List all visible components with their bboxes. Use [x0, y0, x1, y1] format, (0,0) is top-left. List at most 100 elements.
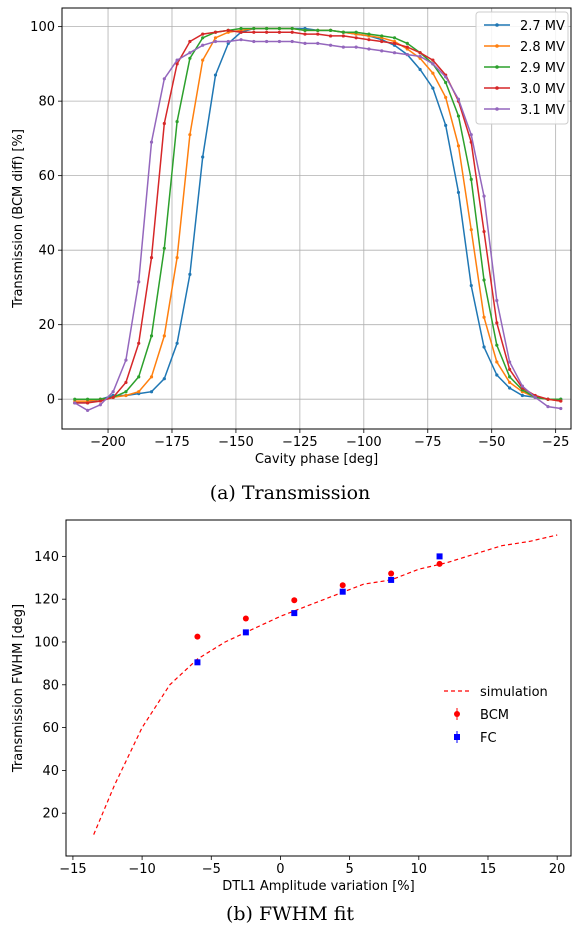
- fc-point: [339, 588, 346, 595]
- x-tick-label: −50: [478, 435, 505, 450]
- data-point: [418, 54, 422, 59]
- y-tick-label: 0: [47, 393, 55, 408]
- data-point: [508, 375, 512, 379]
- legend-marker: [495, 107, 499, 111]
- data-point: [290, 39, 294, 44]
- data-point: [482, 315, 486, 319]
- data-point: [328, 43, 333, 47]
- y-tick-label: 40: [38, 244, 55, 259]
- legend-label: FC: [480, 731, 497, 746]
- data-point: [162, 377, 166, 381]
- data-point: [111, 390, 115, 394]
- data-point: [149, 140, 154, 144]
- data-point: [98, 403, 102, 407]
- data-point: [213, 73, 218, 77]
- x-tick-label: 0: [276, 862, 284, 877]
- data-point: [277, 39, 282, 44]
- data-point: [162, 77, 166, 81]
- data-point: [149, 375, 154, 379]
- data-point: [175, 62, 179, 66]
- data-point: [469, 228, 473, 232]
- data-point: [85, 397, 90, 401]
- data-point: [559, 406, 563, 411]
- caption-a: (a) Transmission: [209, 482, 371, 504]
- x-tick-label: −15: [59, 862, 86, 877]
- bcm-point: [339, 582, 346, 589]
- data-point: [303, 41, 307, 45]
- legend-marker: [495, 23, 499, 27]
- data-point: [341, 45, 345, 49]
- data-point: [213, 39, 218, 44]
- legend-label: simulation: [480, 685, 548, 700]
- legend-frame: [475, 11, 569, 125]
- legend-marker: [495, 86, 499, 90]
- fwhm-chart: −15 −10 −5 0 5 10 15 20 20 40 60 80 100 120 140 DTL1 Am…: [11, 519, 572, 894]
- data-point: [482, 194, 486, 198]
- data-point: [444, 80, 448, 85]
- data-point: [469, 133, 473, 137]
- data-point: [316, 32, 320, 36]
- data-point: [175, 341, 179, 345]
- legend-entry: 3.0 MV: [484, 82, 565, 97]
- data-point: [405, 52, 409, 57]
- data-point: [354, 36, 358, 40]
- data-point: [328, 28, 333, 32]
- data-point: [405, 41, 409, 45]
- data-point: [239, 30, 243, 34]
- data-point: [175, 120, 179, 124]
- transmission-chart: −200 −175 −150 −125 −100 −75 −50 −25 0 20 40 60 80 10…: [11, 7, 572, 467]
- data-point: [520, 384, 525, 388]
- data-point: [431, 71, 435, 75]
- data-point: [85, 408, 90, 412]
- legend-marker: [495, 65, 499, 69]
- data-point: [239, 26, 243, 31]
- legend-entry: 3.1 MV: [484, 103, 565, 118]
- data-point: [277, 26, 282, 31]
- legend-entry: 2.9 MV: [484, 61, 565, 76]
- y-tick-label: 100: [30, 20, 55, 35]
- data-point: [124, 393, 128, 398]
- x-tick-label: −125: [282, 435, 318, 450]
- data-point: [418, 51, 422, 55]
- x-tick-label: −200: [90, 435, 126, 450]
- data-point: [316, 41, 320, 45]
- data-point: [162, 334, 166, 338]
- data-point: [392, 51, 397, 55]
- data-point: [341, 30, 345, 34]
- data-point: [546, 405, 550, 409]
- data-point: [265, 30, 269, 34]
- legend-label: 3.1 MV: [520, 103, 565, 118]
- data-point: [175, 58, 179, 62]
- data-point: [508, 386, 512, 390]
- data-point: [444, 123, 448, 127]
- x-tick-label: −25: [542, 435, 569, 450]
- fc-point: [242, 629, 249, 636]
- data-point: [380, 34, 384, 38]
- data-point: [380, 49, 384, 53]
- fc-point: [291, 610, 298, 617]
- y-axis-label: Transmission FWHM [deg]: [11, 604, 26, 773]
- data-point: [456, 97, 461, 101]
- data-point: [495, 298, 499, 303]
- x-tick-label: −75: [414, 435, 441, 450]
- legend-marker: [495, 44, 499, 48]
- data-point: [367, 47, 371, 51]
- bcm-point: [388, 570, 395, 577]
- data-point: [431, 62, 435, 66]
- plot-frame: [65, 519, 572, 857]
- data-point: [392, 41, 397, 45]
- data-point: [290, 30, 294, 34]
- data-point: [444, 95, 448, 100]
- simulation-curve: [93, 534, 558, 835]
- data-point: [290, 26, 294, 31]
- data-point: [111, 395, 115, 399]
- legend-entry: BCM: [454, 708, 509, 723]
- data-point: [380, 39, 384, 44]
- x-axis-label: DTL1 Amplitude variation [%]: [222, 879, 414, 894]
- data-point: [431, 86, 435, 90]
- x-tick-label: −5: [202, 862, 221, 877]
- data-point: [469, 177, 473, 181]
- data-point: [392, 36, 397, 40]
- data-point: [201, 58, 205, 62]
- y-tick-label: 120: [34, 593, 59, 608]
